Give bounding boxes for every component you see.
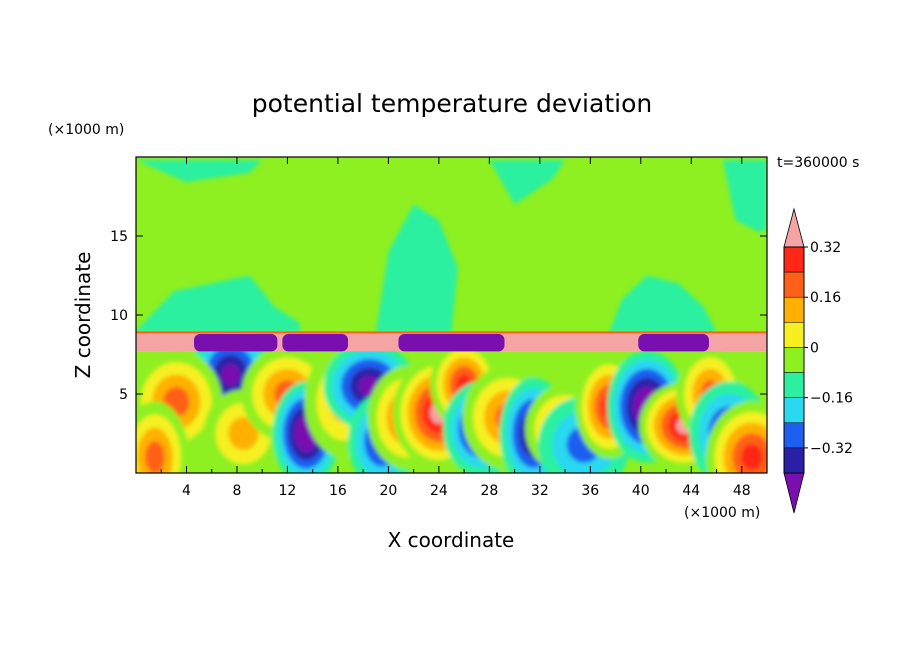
y-tick-label: 10 — [110, 308, 128, 324]
time-label: t=360000 s — [777, 155, 859, 171]
anomaly-contour — [145, 441, 165, 473]
upper-patch — [722, 160, 767, 233]
upper-patch — [136, 275, 301, 333]
contour-field — [136, 157, 767, 473]
x-tick-label: 44 — [682, 483, 700, 499]
colorbar-band — [783, 347, 805, 373]
anomaly-contour — [741, 444, 763, 471]
x-tick-label: 20 — [379, 483, 397, 499]
x-tick-label: 40 — [632, 483, 650, 499]
colorbar-band — [783, 372, 805, 398]
y-unit-label: (×1000 m) — [48, 122, 124, 138]
y-tick-label: 5 — [119, 387, 128, 403]
colorbar-band — [783, 447, 805, 474]
colorbar-band — [783, 397, 805, 424]
x-tick-label: 16 — [329, 483, 347, 499]
x-tick-label: 24 — [430, 483, 448, 499]
inversion-cold-patch — [194, 333, 278, 352]
x-tick-label: 8 — [232, 483, 241, 499]
colorbar-label: −0.16 — [810, 391, 853, 407]
colorbar-band — [783, 422, 805, 449]
upper-patch — [136, 160, 263, 183]
colorbar-band — [783, 322, 805, 348]
inversion-cold-patch — [282, 333, 349, 352]
colorbar-label: 0 — [810, 340, 819, 356]
colorbar-frame — [783, 246, 805, 474]
colorbar-label: −0.32 — [810, 441, 853, 457]
colorbar-band — [783, 296, 805, 323]
upper-patch — [489, 160, 566, 205]
upper-patch — [375, 204, 458, 333]
x-tick-label: 28 — [480, 483, 498, 499]
x-tick-label: 48 — [733, 483, 751, 499]
x-unit-label: (×1000 m) — [684, 505, 760, 521]
colorbar-band — [783, 246, 805, 273]
inversion-cold-patch — [638, 333, 709, 352]
y-tick-label: 15 — [110, 229, 128, 245]
colorbar-label: 0.32 — [810, 240, 841, 256]
anomaly-contour — [221, 363, 240, 387]
y-axis-label: Z coordinate — [71, 252, 95, 379]
upper-patch — [609, 275, 717, 333]
colorbar-label: 0.16 — [810, 290, 841, 306]
x-tick-label: 12 — [279, 483, 297, 499]
colorbar: 0.32 0.16 0 −0.16 −0.32 — [783, 207, 853, 514]
x-tick-label: 4 — [182, 483, 191, 499]
x-tick-label: 36 — [581, 483, 599, 499]
colorbar-band — [783, 271, 805, 298]
inversion-cold-patch — [398, 333, 505, 352]
chart-title: potential temperature deviation — [252, 89, 652, 118]
colorbar-min-triangle — [783, 472, 805, 514]
x-axis-label: X coordinate — [388, 528, 515, 552]
anomaly-group — [136, 327, 767, 473]
x-tick-label: 32 — [531, 483, 549, 499]
anomaly-contour — [228, 417, 259, 450]
colorbar-max-triangle — [783, 207, 805, 248]
